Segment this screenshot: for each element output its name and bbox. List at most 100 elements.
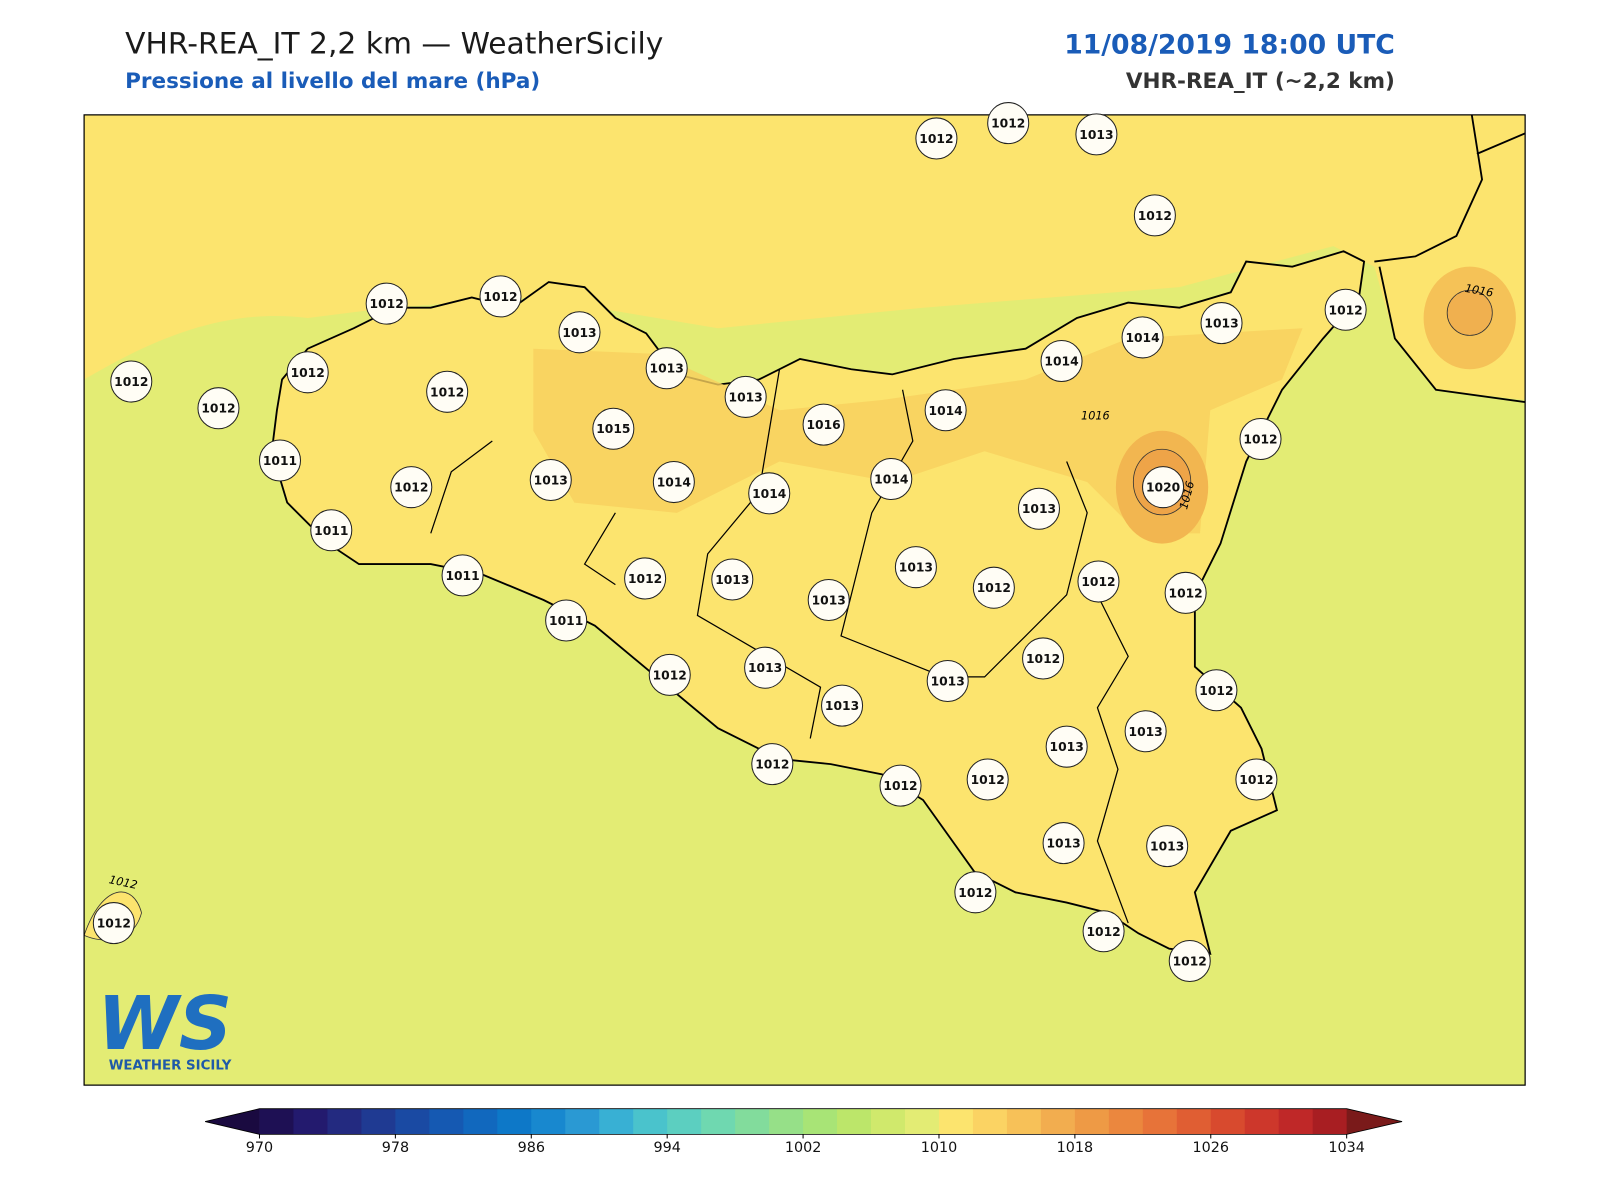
station-value: 1011 (445, 569, 479, 583)
station-value: 1013 (812, 594, 846, 608)
colorbar-tick-label: 1010 (921, 1140, 958, 1156)
station-marker (954, 871, 997, 914)
station: 1013 (1146, 825, 1189, 868)
station: 1012 (972, 566, 1015, 609)
station-marker (1146, 825, 1189, 868)
station: 1011 (441, 554, 484, 597)
station-value: 1013 (715, 573, 749, 587)
colorbar-bin (1278, 1108, 1314, 1135)
station-value: 1014 (874, 473, 908, 487)
station: 1012 (879, 764, 922, 807)
station-marker (197, 387, 240, 430)
station-value: 1013 (1150, 840, 1184, 854)
station-marker (1168, 940, 1211, 983)
colorbar-bin (259, 1108, 294, 1135)
station-marker (258, 439, 302, 482)
station: 1015 (592, 407, 635, 450)
colorbar-tick-label: 978 (382, 1140, 409, 1156)
station-marker (802, 403, 845, 446)
station: 1012 (1077, 560, 1120, 603)
station-value: 1012 (1239, 773, 1273, 787)
datetime: 11/08/2019 18:00 UTC (1064, 29, 1395, 60)
station-value: 1012 (1243, 433, 1277, 447)
station-value: 1012 (1086, 925, 1120, 939)
station: 1014 (924, 389, 967, 432)
model: VHR-REA_IT (~2,2 km) (1126, 69, 1395, 94)
station-marker (751, 743, 794, 786)
station: 1013 (894, 546, 937, 589)
calabria-core (1446, 289, 1493, 336)
station-marker (441, 554, 484, 597)
station-value: 1013 (1050, 740, 1084, 754)
colorbar-bin (361, 1108, 396, 1135)
station-value: 1012 (97, 917, 131, 931)
station: 1012 (110, 360, 153, 403)
station-marker (972, 566, 1015, 609)
station-marker (365, 282, 408, 325)
colorbar-bin (1108, 1108, 1144, 1135)
station-marker (748, 472, 791, 515)
station-value: 1012 (977, 581, 1011, 595)
colorbar-bin (293, 1108, 328, 1135)
colorbar-bin (1312, 1108, 1348, 1135)
station-marker (648, 653, 691, 696)
colorbar-bin (1006, 1108, 1042, 1135)
station: 1013 (1075, 113, 1118, 156)
station-marker (724, 375, 767, 418)
station-value: 1012 (1329, 303, 1363, 317)
station: 1013 (724, 375, 767, 418)
station: 1012 (624, 557, 667, 600)
station: 1012 (426, 370, 469, 413)
station: 1020 (1142, 466, 1185, 509)
colorbar-bin (701, 1108, 736, 1135)
station: 1012 (1195, 669, 1238, 712)
station: 1014 (652, 461, 695, 504)
station-value: 1013 (1046, 837, 1080, 851)
station: 1012 (987, 102, 1030, 145)
station-marker (987, 102, 1030, 145)
station: 1012 (751, 743, 794, 786)
station-marker (645, 347, 688, 390)
station: 1012 (1164, 571, 1207, 614)
subtitle: Pressione al livello del mare (hPa) (125, 69, 540, 94)
colorbar-over (1346, 1108, 1403, 1135)
station: 1012 (479, 275, 522, 318)
station-marker (310, 509, 353, 552)
station: 1012 (1168, 940, 1211, 983)
station-value: 1012 (883, 779, 917, 793)
station-marker (711, 558, 754, 601)
station: 1016 (802, 403, 845, 446)
station-marker (1040, 340, 1083, 383)
station-marker (624, 557, 667, 600)
station-value: 1013 (931, 675, 965, 689)
station: 1012 (1235, 758, 1278, 801)
station: 1012 (390, 466, 433, 509)
station-value: 1013 (729, 390, 763, 404)
station-value: 1012 (201, 402, 235, 416)
station: 1012 (365, 282, 408, 325)
station: 1013 (807, 578, 850, 622)
colorbar-bin (327, 1108, 362, 1135)
station: 1014 (1040, 340, 1083, 383)
station-value: 1011 (314, 524, 348, 538)
station-marker (1075, 113, 1118, 156)
station-marker (592, 407, 635, 450)
station-marker (879, 764, 922, 807)
station-value: 1012 (1199, 684, 1233, 698)
station-value: 1012 (971, 773, 1005, 787)
station-value: 1012 (370, 297, 404, 311)
station: 1013 (645, 347, 688, 390)
station-marker (915, 117, 958, 160)
colorbar-tick-label: 986 (518, 1140, 545, 1156)
station-marker (1239, 417, 1282, 460)
station-value: 1013 (1204, 317, 1238, 331)
station-value: 1013 (650, 362, 684, 376)
station-marker (807, 578, 850, 622)
colorbar-bin (429, 1108, 464, 1135)
station-marker (1017, 487, 1060, 530)
station: 1013 (529, 458, 572, 502)
station-marker (479, 275, 522, 318)
station-value: 1013 (1022, 502, 1056, 516)
colorbar-bin (1176, 1108, 1212, 1135)
